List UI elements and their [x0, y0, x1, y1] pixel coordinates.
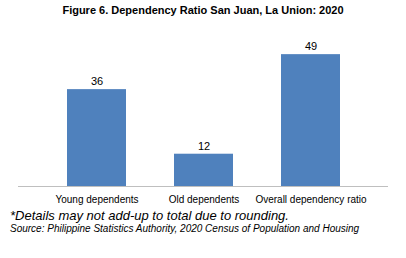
- svg-text:49: 49: [305, 40, 317, 52]
- html-text:Source: Philippine Statistics: Source: Philippine Statistics Authority,…: [10, 223, 360, 234]
- svg-text:Old dependents: Old dependents: [169, 194, 240, 205]
- html-text:Figure 6. Dependency Ratio San: Figure 6. Dependency Ratio San Juan, La …: [62, 4, 344, 16]
- svg-text:Overall dependency ratio: Overall dependency ratio: [255, 194, 367, 205]
- svg-text:Young dependents: Young dependents: [55, 194, 138, 205]
- svg-text:12: 12: [198, 140, 210, 152]
- svg-text:36: 36: [91, 75, 103, 87]
- html-text:*Details may not add-up to tot: *Details may not add-up to total due to …: [10, 208, 289, 223]
